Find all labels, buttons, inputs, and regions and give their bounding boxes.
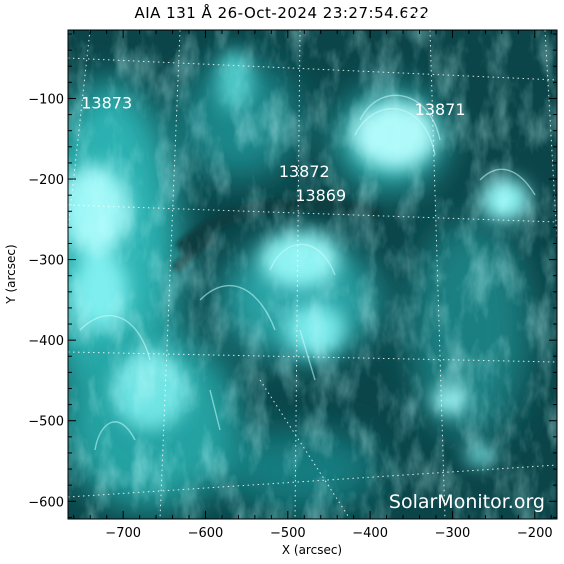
plot-frame <box>67 29 558 520</box>
plot-title: AIA 131 Å 26-Oct-2024 23:27:54.622 <box>134 4 430 22</box>
y-tick-label: −100 <box>28 92 64 107</box>
y-tick-label: −300 <box>28 254 64 269</box>
x-axis: −700 −600 −500 −400 −300 −200 <box>73 30 553 541</box>
x-tick-label: −500 <box>270 526 306 541</box>
active-region-labels: 13873 13871 13872 13869 13876 <box>81 9 465 205</box>
y-tick-label: −500 <box>28 415 64 430</box>
watermark: SolarMonitor.org <box>389 491 545 513</box>
y-tick-label: −600 <box>28 495 64 510</box>
x-tick-label: −200 <box>517 526 553 541</box>
x-tick-label: −700 <box>105 526 141 541</box>
active-region-label-13872: 13872 <box>279 162 330 181</box>
heliographic-grid <box>68 30 557 519</box>
y-axis: −100 −200 −300 −400 −500 −600 <box>28 33 557 518</box>
y-axis-title: Y (arcsec) <box>4 244 18 304</box>
x-tick-label: −300 <box>435 526 471 541</box>
y-tick-label: −400 <box>28 334 64 349</box>
x-axis-title: X (arcsec) <box>282 543 342 557</box>
solar-image <box>68 30 557 519</box>
active-region-label-13876: 13876 <box>402 9 453 28</box>
active-region-label-13871: 13871 <box>415 100 466 119</box>
active-region-label-13873: 13873 <box>81 94 132 113</box>
x-tick-label: −400 <box>352 526 388 541</box>
active-region-label-13869: 13869 <box>295 186 346 205</box>
y-tick-label: −200 <box>28 173 64 188</box>
x-tick-label: −600 <box>188 526 224 541</box>
